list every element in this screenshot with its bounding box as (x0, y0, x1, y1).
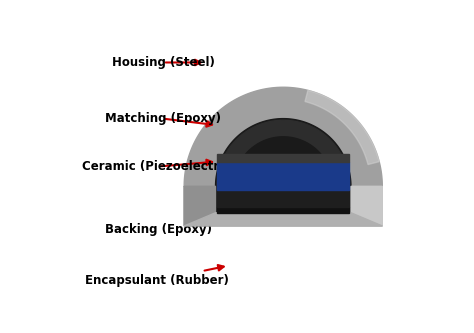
Text: Housing (Steel): Housing (Steel) (111, 56, 214, 69)
Text: Encapsulant (Rubber): Encapsulant (Rubber) (85, 265, 229, 287)
Polygon shape (217, 120, 349, 186)
Polygon shape (351, 186, 383, 226)
Text: Backing (Epoxy): Backing (Epoxy) (105, 218, 224, 236)
Polygon shape (216, 119, 351, 213)
Polygon shape (217, 154, 349, 162)
Polygon shape (184, 186, 216, 226)
Text: Ceramic (Piezoelectric): Ceramic (Piezoelectric) (82, 160, 236, 173)
Polygon shape (184, 87, 383, 226)
Polygon shape (234, 137, 333, 186)
Polygon shape (217, 189, 349, 207)
Polygon shape (217, 162, 349, 189)
Polygon shape (217, 207, 349, 213)
Text: Matching (Epoxy): Matching (Epoxy) (105, 112, 221, 127)
Polygon shape (305, 90, 379, 165)
Polygon shape (184, 213, 383, 226)
